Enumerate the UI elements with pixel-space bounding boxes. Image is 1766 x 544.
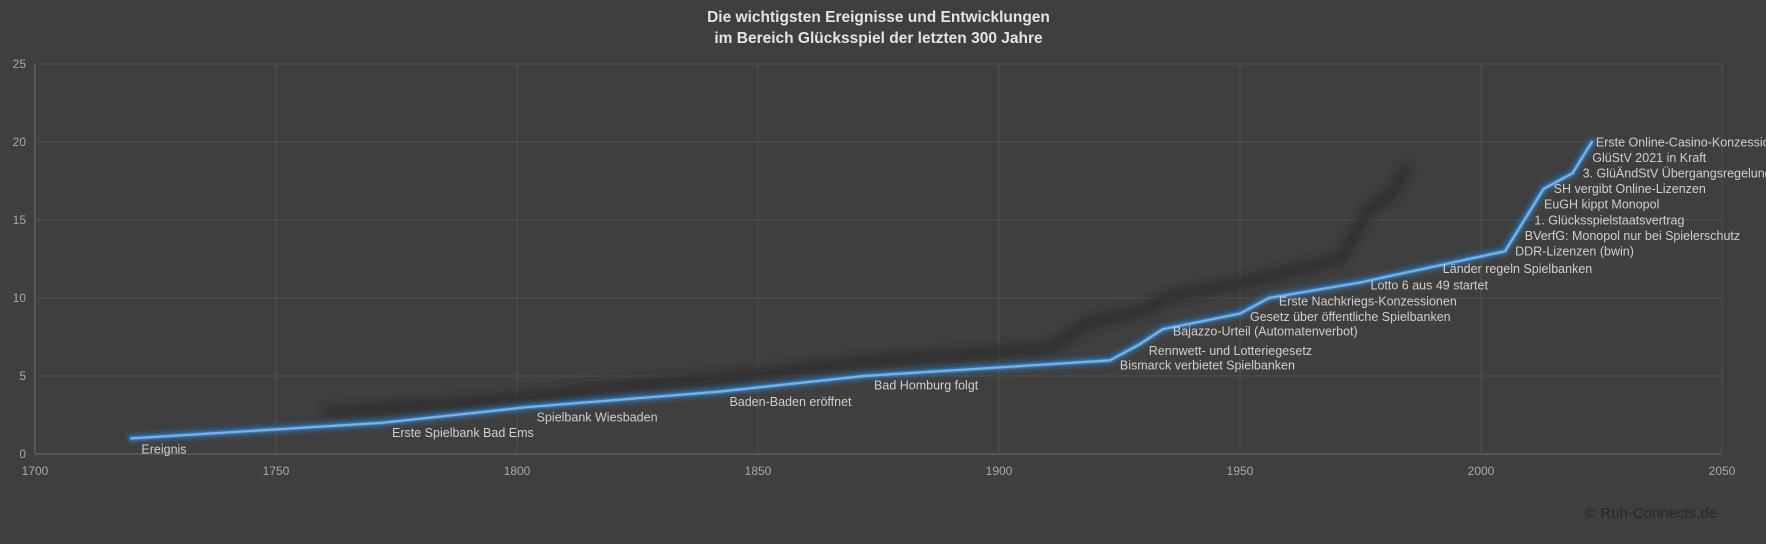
copyright-text: © Ruh-Connects.de <box>1585 505 1717 522</box>
event-label-19: GlüStV 2021 in Kraft <box>1592 151 1706 165</box>
event-label-4: Baden-Baden eröffnet <box>729 395 852 409</box>
event-label-3: Spielbank Wiesbaden <box>537 410 658 424</box>
axis-tick-layer: 0 5 10 15 20 25 1700 1750 1800 1850 1900 1950 2000 20… <box>13 57 1736 478</box>
event-line-shadow <box>322 165 1410 417</box>
event-label-9: Gesetz über öffentliche Spielbanken <box>1250 310 1451 324</box>
event-label-6: Bismarck verbietet Spielbanken <box>1120 359 1295 373</box>
y-axis-tick-label-25: 25 <box>13 57 27 71</box>
x-axis-tick-label-1700: 1700 <box>22 464 49 478</box>
event-label-15: 1. Glücksspielstaatsvertrag <box>1534 213 1684 227</box>
x-axis-tick-label-2050: 2050 <box>1709 464 1736 478</box>
x-axis-tick-label-1800: 1800 <box>504 464 531 478</box>
y-axis-tick-label-5: 5 <box>19 369 26 383</box>
event-label-14: BVerfG: Monopol nur bei Spielerschutz <box>1525 229 1740 243</box>
y-axis-tick-label-0: 0 <box>19 447 26 461</box>
x-axis-tick-label-1750: 1750 <box>263 464 290 478</box>
event-label-5: Bad Homburg folgt <box>874 378 979 392</box>
event-label-20: Erste Online-Casino-Konzessionen <box>1596 135 1766 149</box>
y-axis-tick-label-15: 15 <box>13 213 27 227</box>
event-line <box>130 140 1594 440</box>
chart-title-line2: im Bereich Glücksspiel der letzten 300 J… <box>714 30 1043 47</box>
event-label-11: Lotto 6 aus 49 startet <box>1371 279 1489 293</box>
event-label-13: DDR-Lizenzen (bwin) <box>1515 244 1634 258</box>
event-label-12: Länder regeln Spielbanken <box>1443 262 1592 276</box>
grid-layer <box>34 63 1723 455</box>
event-label-16: EuGH kippt Monopol <box>1544 198 1659 212</box>
event-label-10: Erste Nachkriegs-Konzessionen <box>1279 294 1457 308</box>
line-shadow-layer <box>322 165 1410 417</box>
y-axis-tick-label-10: 10 <box>13 291 27 305</box>
x-axis-tick-label-2000: 2000 <box>1468 464 1495 478</box>
x-axis-tick-label-1900: 1900 <box>986 464 1013 478</box>
x-axis-tick-label-1950: 1950 <box>1227 464 1254 478</box>
y-axis-tick-label-20: 20 <box>13 135 27 149</box>
event-label-1: Ereignis <box>141 443 186 457</box>
event-line-layer <box>126 137 1597 443</box>
event-label-17: SH vergibt Online-Lizenzen <box>1554 182 1706 196</box>
event-label-18: 3. GlüÄndStV Übergangsregelung <box>1583 166 1766 180</box>
chart-title-line1: Die wichtigsten Ereignisse und Entwicklu… <box>707 9 1050 26</box>
event-label-layer: Ereignis Erste Spielbank Bad EmsSpielbank… <box>141 135 1766 456</box>
event-label-8: Bajazzo-Urteil (Automatenverbot) <box>1173 324 1358 338</box>
event-label-7: Rennwett- und Lotteriegesetz <box>1149 344 1312 358</box>
x-axis-tick-label-1850: 1850 <box>745 464 772 478</box>
chart-title: Die wichtigsten Ereignisse und Entwicklu… <box>35 7 1722 49</box>
event-label-2: Erste Spielbank Bad Ems <box>392 426 534 440</box>
